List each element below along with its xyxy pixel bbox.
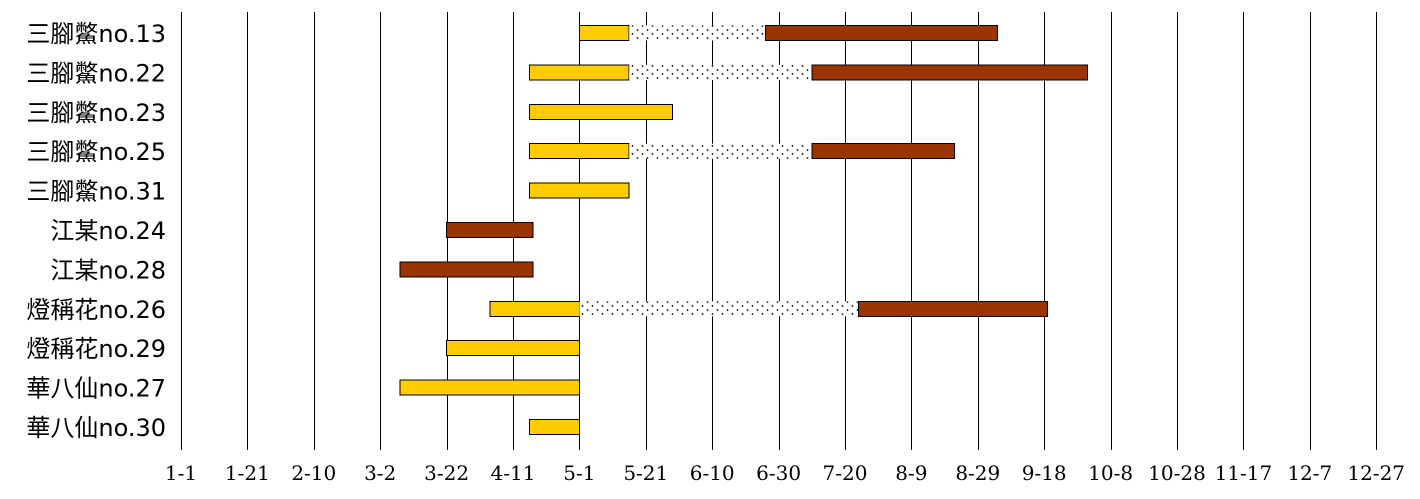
- bar-segment-brown: [811, 143, 956, 160]
- bar-segment-yellow: [529, 143, 630, 160]
- bar-segment-yellow: [578, 25, 630, 41]
- gap-segment: [629, 25, 766, 41]
- x-tick-label: 5-1: [563, 461, 595, 485]
- x-tick-label: 6-30: [756, 461, 801, 485]
- x-tick-label: 9-18: [1022, 461, 1067, 485]
- x-tick-label: 3-22: [424, 461, 469, 485]
- x-tick-label: 11-17: [1215, 461, 1273, 485]
- x-tick-label: 10-8: [1088, 461, 1133, 485]
- bar-segment-brown: [811, 64, 1088, 81]
- x-tick-label: 12-7: [1287, 461, 1332, 485]
- x-tick-label: 12-27: [1347, 461, 1405, 485]
- x-tick-labels: 1-1 1-21 2-10 3-2 3-22 4-11 5-1 5-21 6-10 6-30 7-2…: [165, 461, 1405, 485]
- bar-segment-yellow: [529, 182, 630, 199]
- bar-segment-yellow: [446, 340, 580, 357]
- row-label: 江某no.24: [50, 217, 166, 245]
- row-label: 華八仙no.27: [26, 375, 166, 403]
- bar-segment-brown: [399, 261, 534, 278]
- bar-segment-yellow: [529, 64, 630, 81]
- bar-segment-brown: [764, 25, 999, 41]
- x-tick-label: 3-2: [364, 461, 396, 485]
- bar-segment-yellow: [529, 419, 580, 435]
- bar-segment-brown: [446, 222, 534, 238]
- bar-segment-yellow: [399, 379, 580, 396]
- x-tick-label: 8-29: [955, 461, 1000, 485]
- bar-segment-yellow: [489, 300, 580, 317]
- row-label: 燈稱花no.29: [26, 335, 166, 363]
- row-label: 華八仙no.30: [26, 414, 166, 442]
- row-label: 燈稱花no.26: [26, 296, 166, 324]
- gap-segment: [629, 143, 812, 159]
- row-label: 三腳鱉no.23: [26, 99, 166, 127]
- row-label: 三腳鱉no.31: [26, 178, 166, 206]
- row-label: 三腳鱉no.13: [26, 20, 166, 48]
- row-label: 三腳鱉no.25: [26, 138, 166, 166]
- row-label: 三腳鱉no.22: [26, 59, 166, 87]
- grid-lines: [181, 12, 1377, 450]
- x-tick-label: 6-10: [690, 461, 735, 485]
- bar-segment-yellow: [529, 103, 673, 120]
- x-tick-label: 1-21: [225, 461, 270, 485]
- gap-segment: [629, 64, 812, 80]
- bars: [399, 25, 1088, 435]
- x-tick-label: 5-21: [623, 461, 668, 485]
- x-tick-label: 1-1: [165, 461, 197, 485]
- x-tick-label: 7-20: [823, 461, 868, 485]
- x-tick-label: 4-11: [491, 461, 536, 485]
- bar-segment-brown: [857, 300, 1049, 317]
- x-tick-label: 8-9: [895, 461, 927, 485]
- x-tick-label: 10-28: [1148, 461, 1206, 485]
- row-label: 江某no.28: [50, 256, 166, 284]
- gap-segment: [579, 301, 859, 317]
- x-tick-label: 2-10: [291, 461, 336, 485]
- row-labels: 三腳鱉no.13 三腳鱉no.22 三腳鱉no.23 三腳鱉no.25 三腳鱉no.31…: [26, 20, 166, 442]
